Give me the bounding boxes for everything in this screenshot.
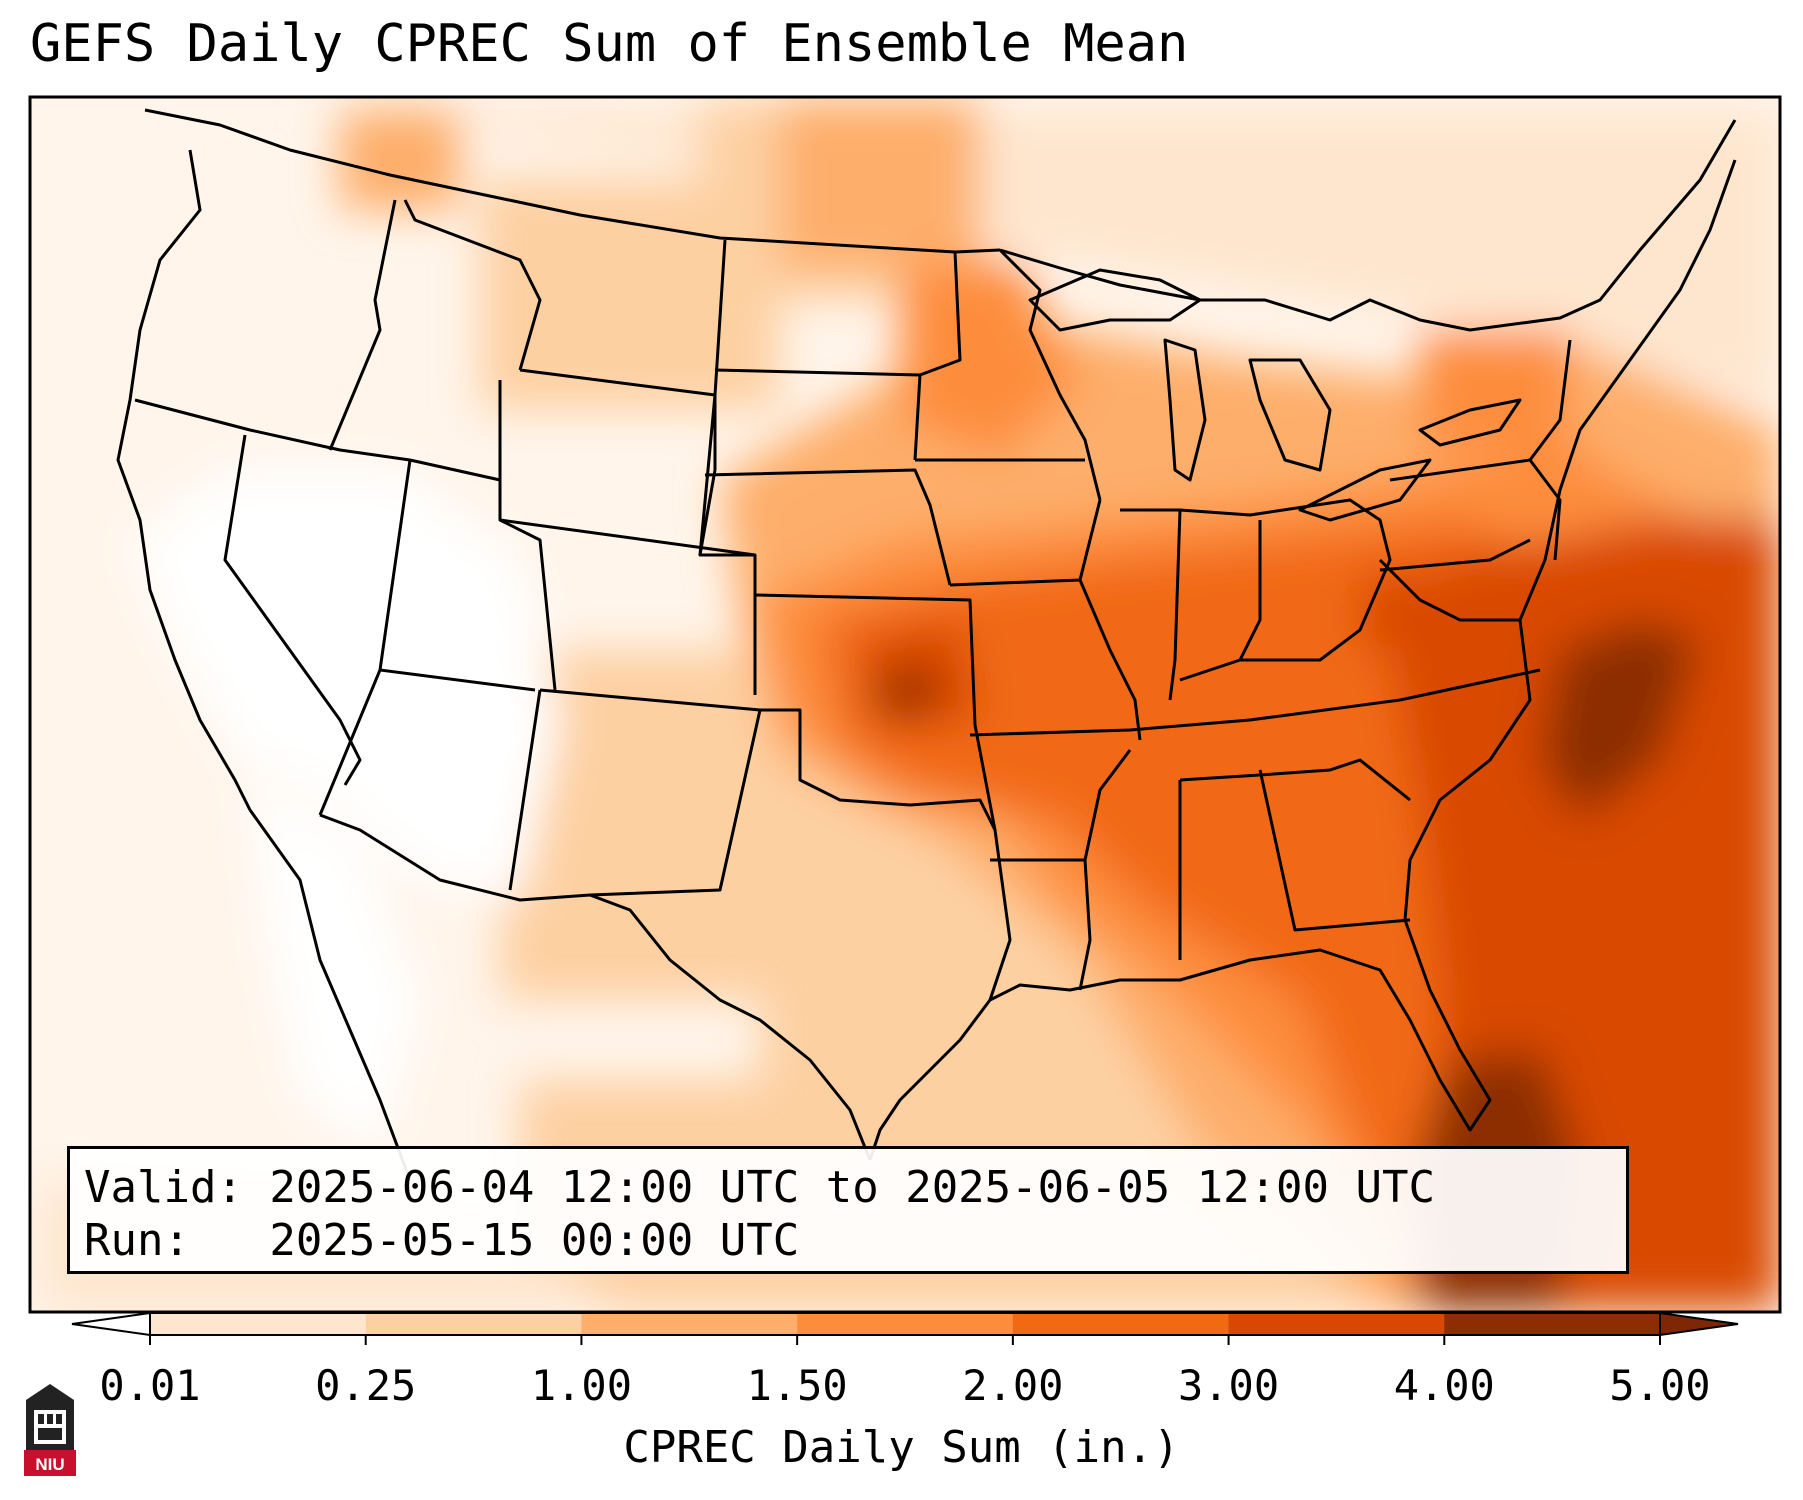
colorbar-tick-label: 1.50 — [747, 1361, 848, 1410]
colorbar-tick-label: 0.25 — [315, 1361, 416, 1410]
colorbar-under-arrow — [71, 1311, 151, 1337]
boundaries — [116, 108, 1737, 1181]
colorbar-tick-label: 4.00 — [1394, 1361, 1495, 1410]
colorbar-label: CPREC Daily Sum (in.) — [623, 1422, 1180, 1473]
niu-logo: NIU — [24, 1384, 76, 1476]
colorbar-tick-label: 1.00 — [531, 1361, 632, 1410]
colorbar-segment — [797, 1313, 1014, 1335]
precip-field — [40, 100, 1780, 1312]
colorbar-ticks: 0.01 0.25 1.00 1.50 2.00 3.00 4.00 5.00 — [99, 1335, 1711, 1410]
chart-title: GEFS Daily CPREC Sum of Ensemble Mean — [30, 14, 1189, 74]
colorbar-tick-label: 5.00 — [1609, 1361, 1710, 1410]
colorbar-segment — [150, 1313, 367, 1335]
colorbar-segment — [1012, 1313, 1230, 1335]
valid-time-line: Valid: 2025-06-04 12:00 UTC to 2025-06-0… — [84, 1162, 1436, 1213]
logo-text: NIU — [35, 1455, 64, 1474]
colorbar-tick-label: 0.01 — [99, 1361, 200, 1410]
logo-band — [24, 1450, 76, 1476]
colorbar-segment — [365, 1313, 582, 1335]
colorbar-segment — [1444, 1313, 1661, 1335]
colorbar-over-arrow — [1659, 1311, 1739, 1337]
run-time-line: Run: 2025-05-15 00:00 UTC — [84, 1215, 800, 1266]
colorbar-segment — [581, 1313, 798, 1335]
colorbar-tick-label: 2.00 — [962, 1361, 1063, 1410]
colorbar-segments — [150, 1313, 1661, 1335]
valid-run-info-box: Valid: 2025-06-04 12:00 UTC to 2025-06-0… — [67, 1146, 1629, 1274]
colorbar-tick-label: 3.00 — [1178, 1361, 1279, 1410]
colorbar-segment — [1228, 1313, 1445, 1335]
colorbar-outline — [149, 1312, 1661, 1336]
